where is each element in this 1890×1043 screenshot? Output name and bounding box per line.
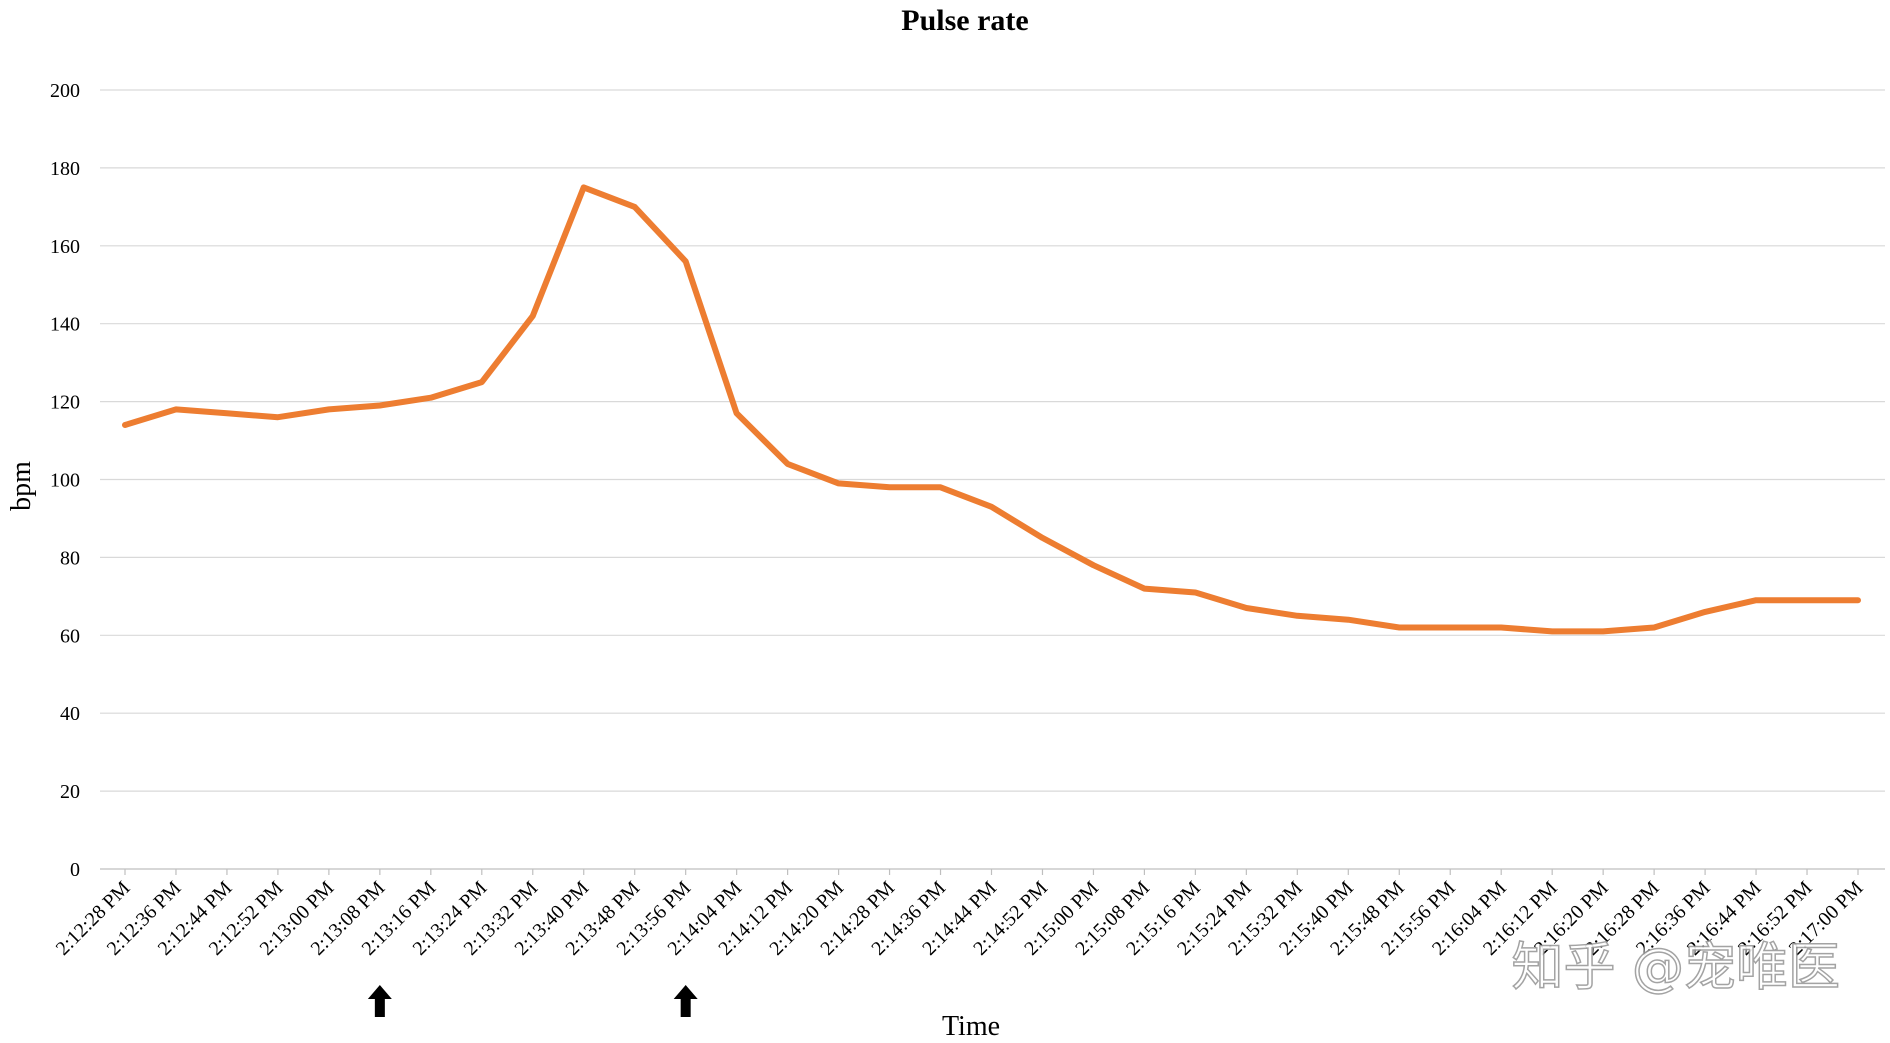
- y-tick-label: 60: [60, 625, 80, 647]
- up-arrow-icon: [367, 985, 392, 1017]
- y-tick-label: 200: [50, 80, 80, 102]
- y-tick-label: 0: [70, 859, 80, 881]
- y-tick-labels: 0 20 40 60 80 100 120 140 160 180 200: [50, 80, 80, 881]
- y-tick-label: 100: [50, 470, 80, 492]
- y-tick-label: 20: [60, 781, 80, 803]
- pulse-rate-line: [122, 184, 1861, 635]
- y-tick-label: 40: [60, 703, 80, 725]
- up-arrow-icon: [673, 985, 698, 1017]
- y-axis-label: bpm: [6, 461, 37, 511]
- event-markers: [367, 985, 698, 1017]
- gridlines: [100, 89, 1885, 870]
- x-axis-label: Time: [942, 1011, 1000, 1042]
- watermark: 知乎 @宠唯医: [1511, 938, 1840, 998]
- y-tick-label: 160: [50, 236, 80, 258]
- y-tick-label: 80: [60, 547, 80, 569]
- y-tick-label: 140: [50, 314, 80, 336]
- y-tick-label: 180: [50, 158, 80, 180]
- chart-title: Pulse rate: [901, 4, 1028, 37]
- y-tick-label: 120: [50, 392, 80, 414]
